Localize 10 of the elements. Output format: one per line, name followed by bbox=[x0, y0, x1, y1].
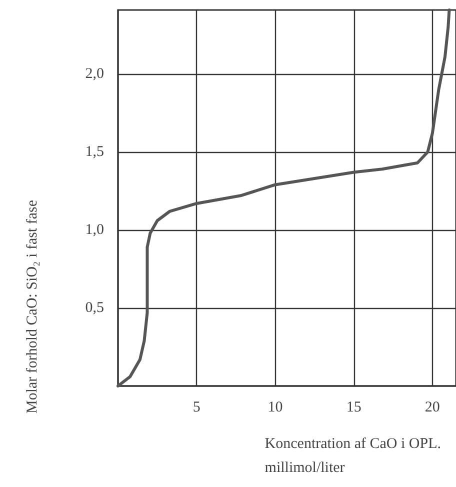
x-tick-label: 20 bbox=[424, 400, 440, 416]
y-tick-label: 1,0 bbox=[85, 222, 104, 238]
x-tick-label: 10 bbox=[268, 400, 283, 416]
x-tick-label: 15 bbox=[346, 400, 362, 416]
y-tick-label: 1,5 bbox=[85, 144, 104, 160]
y-tick-label: 0,5 bbox=[85, 300, 104, 316]
y-tick-label: 2,0 bbox=[85, 66, 104, 82]
x-tick-label: 5 bbox=[192, 400, 200, 416]
y-axis-title: Molar forhold CaO: SiO₂ i fast fase bbox=[24, 200, 40, 414]
x-axis-title: Koncentration af CaO i OPL. millimol/liter bbox=[264, 436, 442, 476]
